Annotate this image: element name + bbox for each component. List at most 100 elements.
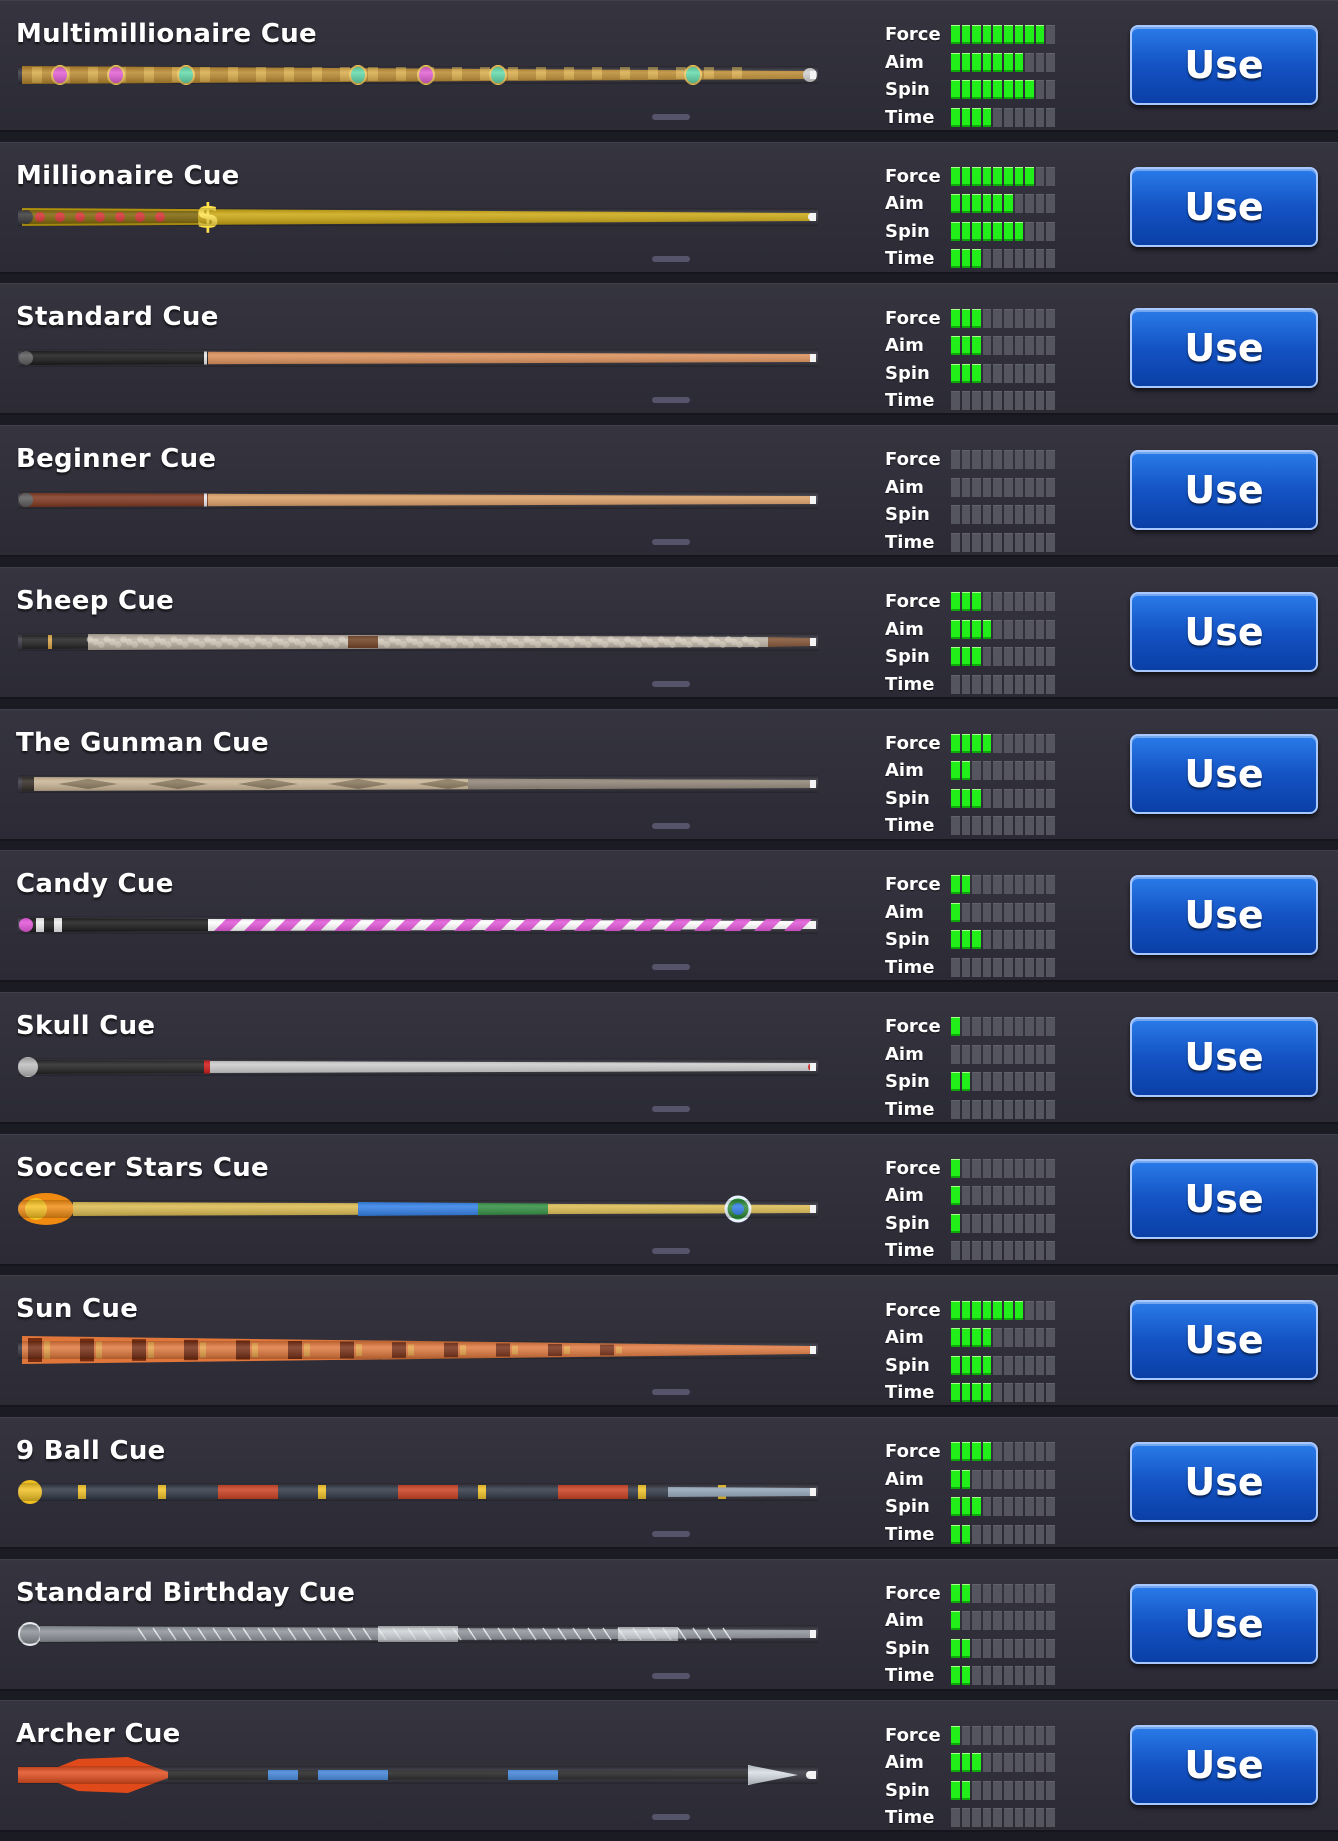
stat-segment bbox=[961, 505, 971, 525]
scroll-handle[interactable] bbox=[652, 114, 690, 120]
stat-segment bbox=[961, 363, 971, 383]
stat-segment bbox=[972, 1638, 981, 1658]
stat-label-time: Time bbox=[885, 1807, 935, 1829]
use-button[interactable]: Use bbox=[1130, 875, 1318, 956]
stat-segment bbox=[993, 1241, 1002, 1261]
stat-segment bbox=[1035, 930, 1045, 950]
cue-stats: Force Aim Spin Time bbox=[885, 1296, 1065, 1406]
stat-segment bbox=[1003, 902, 1013, 922]
cue-stats: Force Aim Spin Time bbox=[885, 1580, 1065, 1690]
scroll-handle[interactable] bbox=[652, 1814, 690, 1821]
stat-segment bbox=[1014, 816, 1024, 836]
stat-segment bbox=[951, 166, 960, 186]
stat-segment bbox=[993, 194, 1002, 214]
stat-segment bbox=[1025, 221, 1034, 241]
stat-segment bbox=[1003, 761, 1013, 781]
stat-row-force: Force bbox=[885, 730, 1065, 758]
stat-segment bbox=[1003, 80, 1013, 100]
stat-bar-aim bbox=[951, 194, 1055, 214]
stat-segment bbox=[1046, 1808, 1055, 1828]
stat-segment bbox=[951, 1383, 960, 1403]
stat-bar-time bbox=[951, 957, 1055, 977]
stat-segment bbox=[951, 1072, 960, 1092]
use-button[interactable]: Use bbox=[1130, 308, 1318, 389]
use-button[interactable]: Use bbox=[1130, 1583, 1318, 1664]
stat-row-force: Force bbox=[885, 1580, 1065, 1608]
use-button[interactable]: Use bbox=[1130, 1442, 1318, 1522]
use-button[interactable]: Use bbox=[1130, 25, 1318, 105]
use-button[interactable]: Use bbox=[1130, 1300, 1318, 1381]
stat-segment bbox=[1035, 1355, 1045, 1375]
stat-row-spin: Spin bbox=[885, 1776, 1065, 1804]
stat-segment bbox=[972, 25, 981, 45]
stat-segment bbox=[993, 957, 1002, 977]
stat-segment bbox=[1025, 930, 1034, 950]
stat-segment bbox=[1046, 166, 1055, 186]
stat-segment bbox=[972, 107, 981, 127]
stat-segment bbox=[993, 674, 1002, 694]
stat-label-spin: Spin bbox=[885, 1071, 930, 1093]
cue-body bbox=[168, 1770, 778, 1781]
stat-segment bbox=[951, 902, 960, 922]
cue-image bbox=[18, 349, 818, 368]
use-button[interactable]: Use bbox=[1130, 733, 1318, 814]
use-button[interactable]: Use bbox=[1130, 1016, 1318, 1097]
stat-segment bbox=[1035, 391, 1045, 411]
stat-segment bbox=[961, 336, 971, 356]
stat-segment bbox=[1035, 1808, 1045, 1828]
stat-segment bbox=[993, 930, 1002, 950]
stat-label-aim: Aim bbox=[885, 1610, 924, 1632]
scroll-handle[interactable] bbox=[652, 539, 690, 546]
stat-bar-time bbox=[951, 674, 1055, 694]
use-button[interactable]: Use bbox=[1130, 1725, 1318, 1806]
cue-image bbox=[18, 1621, 818, 1646]
stat-row-spin: Spin bbox=[885, 218, 1065, 246]
stat-segment bbox=[1025, 363, 1034, 383]
stat-bar-time bbox=[951, 1666, 1055, 1686]
stat-segment bbox=[1014, 788, 1024, 808]
stat-segment bbox=[1003, 52, 1013, 72]
stat-bar-aim bbox=[951, 477, 1055, 497]
cue-name: Sheep Cue bbox=[16, 585, 175, 616]
stat-row-spin: Spin bbox=[885, 359, 1065, 387]
stat-segment bbox=[993, 1072, 1002, 1092]
stat-segment bbox=[1003, 166, 1013, 186]
stat-segment bbox=[1003, 221, 1013, 241]
scroll-handle[interactable] bbox=[652, 1531, 690, 1537]
scroll-handle[interactable] bbox=[652, 1105, 690, 1112]
scroll-handle[interactable] bbox=[652, 1247, 690, 1254]
scroll-handle[interactable] bbox=[652, 680, 690, 687]
stat-segment bbox=[982, 1808, 992, 1828]
scroll-handle[interactable] bbox=[652, 397, 690, 404]
stat-segment bbox=[961, 194, 971, 214]
stat-segment bbox=[1014, 1099, 1024, 1119]
scroll-handle[interactable] bbox=[652, 964, 690, 971]
stat-bar-force bbox=[951, 733, 1055, 753]
stat-segment bbox=[982, 1442, 992, 1462]
stat-segment bbox=[961, 1300, 971, 1320]
scroll-handle[interactable] bbox=[652, 1672, 690, 1679]
stat-segment bbox=[1035, 875, 1045, 895]
stat-segment bbox=[1025, 1497, 1034, 1517]
use-button[interactable]: Use bbox=[1130, 591, 1318, 672]
cue-image bbox=[18, 632, 818, 651]
stat-label-spin: Spin bbox=[885, 1212, 930, 1234]
stat-segment bbox=[972, 1383, 981, 1403]
stat-segment bbox=[1035, 1583, 1045, 1603]
stat-segment bbox=[993, 816, 1002, 836]
stat-segment bbox=[972, 221, 981, 241]
stat-label-force: Force bbox=[885, 732, 941, 754]
use-button[interactable]: Use bbox=[1130, 166, 1318, 247]
use-button[interactable]: Use bbox=[1130, 450, 1318, 531]
cue-row: Sheep Cue Force Aim Spin Time Use bbox=[0, 566, 1338, 699]
scroll-handle[interactable] bbox=[652, 1389, 690, 1396]
scroll-handle[interactable] bbox=[652, 822, 690, 829]
scroll-handle[interactable] bbox=[652, 255, 690, 262]
stat-segment bbox=[1025, 1241, 1034, 1261]
stat-segment bbox=[1046, 1158, 1055, 1178]
cue-name: Beginner Cue bbox=[16, 444, 217, 475]
stat-segment bbox=[1025, 1583, 1034, 1603]
use-button[interactable]: Use bbox=[1130, 1158, 1318, 1239]
cue-row: Skull Cue Force Aim Spin Time Use bbox=[0, 991, 1338, 1124]
stat-segment bbox=[982, 249, 992, 269]
